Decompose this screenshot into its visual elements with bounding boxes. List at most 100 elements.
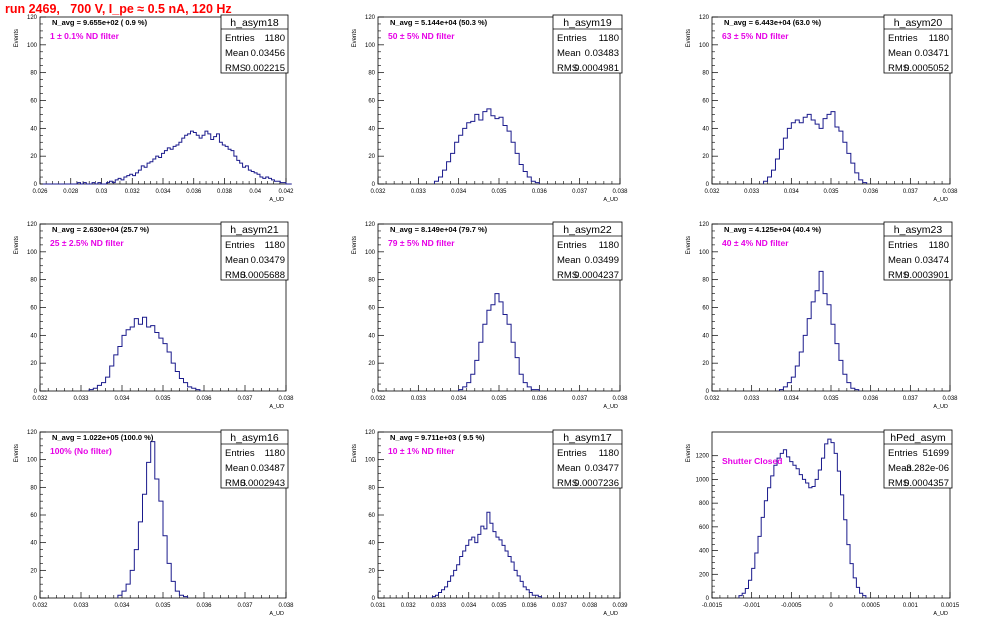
x-tick-label: 0.036 <box>863 396 879 402</box>
y-tick-label: 0 <box>706 596 710 602</box>
stats-label: Mean <box>557 48 581 59</box>
x-tick-label: 0.031 <box>370 603 386 609</box>
x-axis-title: A_UD <box>269 197 284 203</box>
navg-label: N_avg = 9.655e+02 ( 0.9 %) <box>52 18 148 27</box>
stats-value: 0.03477 <box>585 463 619 474</box>
stats-label: Mean <box>557 255 581 266</box>
y-tick-label: 20 <box>702 154 709 160</box>
stats-value: 0.03479 <box>251 255 285 266</box>
stats-label: Mean <box>888 48 912 59</box>
x-axis-title: A_UD <box>603 404 618 410</box>
x-tick-label: 0.032 <box>704 396 720 402</box>
x-tick-label: 0 <box>829 603 833 609</box>
y-tick-label: 60 <box>702 99 709 105</box>
histogram-bars <box>42 130 292 185</box>
x-tick-label: 0.034 <box>784 396 800 402</box>
histogram-name: h_asym19 <box>563 17 612 29</box>
x-tick-label: 0.037 <box>552 603 568 609</box>
y-axis-title: Events <box>352 236 358 254</box>
stats-value: 0.0005052 <box>904 63 949 74</box>
x-tick-label: 0.035 <box>491 603 507 609</box>
x-tick-label: 0.035 <box>155 396 171 402</box>
x-tick-label: 0.034 <box>784 189 800 195</box>
stats-label: Entries <box>888 448 918 459</box>
x-tick-label: 0.034 <box>461 603 477 609</box>
navg-label: N_avg = 2.630e+04 (25.7 %) <box>52 225 150 234</box>
x-tick-label: 0.033 <box>431 603 447 609</box>
stats-label: Entries <box>225 240 255 251</box>
y-tick-label: 120 <box>27 430 38 436</box>
y-tick-label: 600 <box>699 525 710 531</box>
stats-value: 0.03456 <box>251 48 285 59</box>
y-tick-label: 0 <box>34 389 38 395</box>
stats-value: 1180 <box>599 240 619 251</box>
y-tick-label: 120 <box>27 222 38 228</box>
stats-box <box>883 221 953 281</box>
stats-value: 0.0003901 <box>904 270 949 281</box>
stats-box <box>552 429 623 489</box>
x-tick-label: 0.042 <box>278 189 294 195</box>
stats-label: RMS <box>888 478 909 489</box>
run-title: run 2469, 700 V, I_pe ≈ 0.5 nA, 120 Hz <box>5 2 232 16</box>
x-tick-label: 0.033 <box>411 189 427 195</box>
x-tick-label: 0.033 <box>744 189 760 195</box>
y-tick-label: 20 <box>702 361 709 367</box>
x-tick-label: 0.036 <box>196 603 212 609</box>
filter-label: 10 ± 1% ND filter <box>388 446 455 456</box>
y-tick-label: 120 <box>699 222 710 228</box>
y-tick-label: 20 <box>368 361 375 367</box>
x-tick-label: -0.0005 <box>781 603 802 609</box>
y-axis-title: Events <box>14 236 20 254</box>
stats-value: 1180 <box>929 33 949 44</box>
y-tick-label: 80 <box>368 278 375 284</box>
stats-value: -3.282e-06 <box>903 463 949 474</box>
x-tick-label: 0.035 <box>491 396 507 402</box>
y-axis-title: Events <box>14 444 20 462</box>
x-axis-title: A_UD <box>603 197 618 203</box>
stats-value: 1180 <box>265 240 285 251</box>
x-tick-label: 0.036 <box>532 396 548 402</box>
histogram-bars <box>763 111 868 184</box>
stats-value: 51699 <box>923 448 949 459</box>
y-tick-label: 40 <box>702 126 709 132</box>
histogram-name: hPed_asym <box>890 432 946 444</box>
histogram-panel-h_asym20: 0.032 0.033 0.034 0.035 0.036 0.037 0.038 0 20 40… <box>686 14 958 203</box>
y-axis-title: Events <box>686 444 692 462</box>
y-tick-label: 120 <box>365 15 376 21</box>
x-tick-label: 0.038 <box>612 189 628 195</box>
histogram-panel-h_asym23: 0.032 0.033 0.034 0.035 0.036 0.037 0.038 0 20 40… <box>686 221 958 410</box>
histogram-panel-h_asym17: 0.031 0.032 0.033 0.034 0.035 0.036 0.037 0.038… <box>352 429 628 617</box>
navg-label: N_avg = 6.443e+04 (63.0 %) <box>724 18 822 27</box>
x-tick-label: 0.034 <box>114 603 130 609</box>
x-tick-label: 0.028 <box>63 189 79 195</box>
stats-label: RMS <box>225 478 246 489</box>
x-tick-label: 0.035 <box>823 189 839 195</box>
stats-value: 0.0004981 <box>574 63 619 74</box>
y-tick-label: 1200 <box>696 454 710 460</box>
x-axis-title: A_UD <box>269 611 284 617</box>
y-tick-label: 80 <box>30 278 37 284</box>
x-tick-label: 0.034 <box>451 189 467 195</box>
y-tick-label: 400 <box>699 549 710 555</box>
y-tick-label: 80 <box>368 485 375 491</box>
y-tick-label: 80 <box>30 71 37 77</box>
y-tick-label: 40 <box>368 541 375 547</box>
stats-label: RMS <box>888 270 909 281</box>
x-tick-label: 0.033 <box>73 603 89 609</box>
stats-value: 1180 <box>599 448 619 459</box>
y-tick-label: 60 <box>30 306 37 312</box>
navg-label: N_avg = 1.022e+05 (100.0 %) <box>52 433 154 442</box>
stats-value: 1180 <box>599 33 619 44</box>
histogram-name: h_asym18 <box>230 17 279 29</box>
stats-label: RMS <box>225 270 246 281</box>
x-tick-label: 0.038 <box>582 603 598 609</box>
x-tick-label: 0.032 <box>704 189 720 195</box>
y-tick-label: 100 <box>365 43 376 49</box>
histogram-bars <box>433 108 540 184</box>
y-tick-label: 40 <box>368 126 375 132</box>
x-tick-label: 0.035 <box>823 396 839 402</box>
histogram-panel-h_asym21: 0.032 0.033 0.034 0.035 0.036 0.037 0.038 0 20 40… <box>14 221 294 410</box>
navg-label: N_avg = 5.144e+04 (50.3 %) <box>390 18 488 27</box>
x-tick-label: 0.026 <box>32 189 48 195</box>
y-tick-label: 200 <box>699 572 710 578</box>
